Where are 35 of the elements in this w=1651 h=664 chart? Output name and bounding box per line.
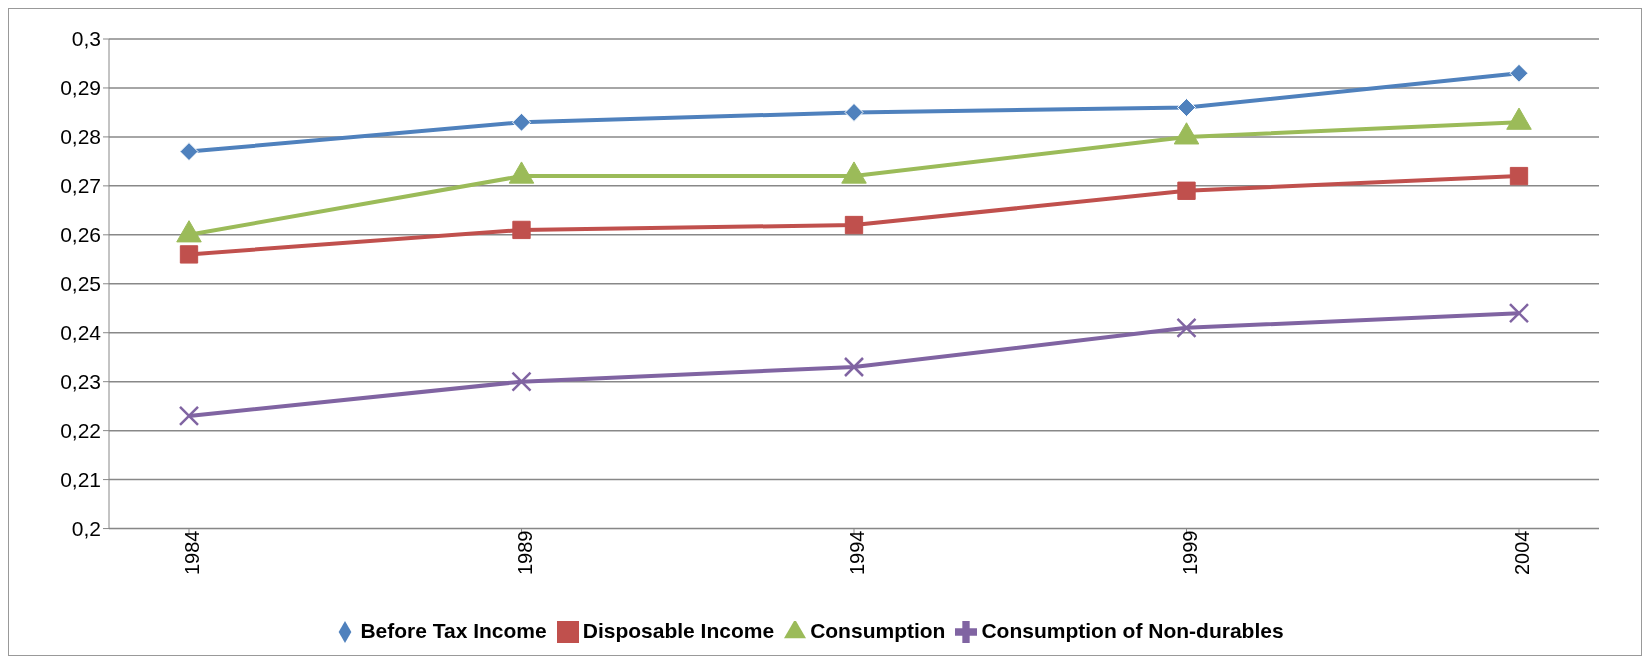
x-tick-label: 1994 — [846, 530, 869, 576]
y-tick-label: 0,25 — [60, 272, 101, 296]
point — [1508, 302, 1530, 324]
y-tick-label: 0,27 — [60, 174, 101, 198]
point — [512, 112, 531, 132]
point — [844, 102, 864, 122]
point — [1509, 63, 1529, 83]
point — [843, 356, 865, 378]
point — [178, 405, 200, 427]
point — [512, 220, 531, 240]
y-tick-label: 0,29 — [60, 76, 101, 100]
y-tick-label: 0,28 — [60, 125, 101, 149]
point — [1509, 166, 1529, 186]
point — [1177, 181, 1196, 200]
y-tick-label: 0,2 — [71, 517, 101, 540]
point — [844, 215, 864, 235]
point — [511, 371, 532, 392]
legend-label: Disposable Income — [582, 618, 775, 642]
x-tick-label: 2004 — [1511, 530, 1534, 576]
legend-label: Consumption of Non-durables — [981, 618, 1284, 642]
x-tick-label: 1999 — [1178, 530, 1201, 576]
y-tick-label: 0,21 — [60, 468, 101, 492]
point — [1176, 317, 1197, 339]
point — [179, 245, 199, 264]
point — [1177, 98, 1196, 118]
y-tick-label: 0,26 — [60, 223, 101, 247]
y-tick-label: 0,23 — [60, 370, 101, 394]
point — [179, 142, 199, 162]
legend-label: Consumption — [810, 618, 946, 642]
y-tick-label: 0,24 — [60, 321, 102, 345]
y-tick-label: 0,22 — [60, 419, 101, 443]
y-tick-label: 0,3 — [71, 27, 101, 51]
x-tick-label: 1989 — [513, 530, 536, 576]
x-tick-label: 1984 — [181, 530, 204, 576]
legend-label: Before Tax Income — [360, 618, 547, 642]
